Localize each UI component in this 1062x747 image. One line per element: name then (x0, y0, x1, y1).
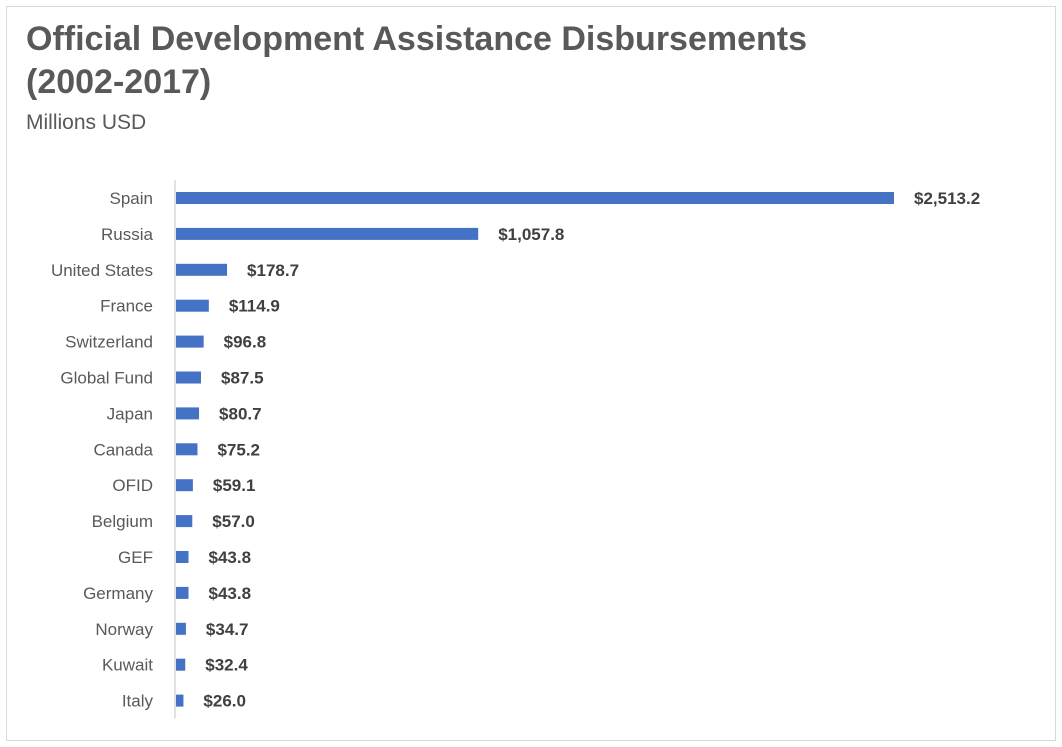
category-label: Italy (122, 692, 154, 711)
bar (176, 479, 193, 492)
chart-subtitle: Millions USD (26, 111, 147, 134)
bar (176, 586, 189, 599)
bar (176, 407, 200, 420)
data-label: $34.7 (206, 620, 249, 639)
category-label: Norway (95, 620, 153, 639)
bar (176, 551, 189, 563)
data-label: $75.2 (217, 440, 260, 459)
category-label: Germany (83, 584, 153, 603)
bar (176, 371, 201, 384)
data-label: $2,513.2 (914, 189, 980, 208)
category-label: United States (51, 261, 153, 280)
data-label: $59.1 (213, 476, 256, 495)
data-label: $87.5 (221, 369, 264, 388)
bar (176, 515, 193, 528)
category-label: Spain (110, 189, 153, 208)
data-label: $96.8 (224, 333, 267, 352)
bar (176, 227, 479, 240)
data-label: $114.9 (229, 297, 280, 316)
data-label: $26.0 (203, 692, 246, 711)
category-label: Russia (101, 225, 154, 244)
category-label: Kuwait (102, 656, 153, 675)
data-label: $43.8 (209, 548, 252, 567)
data-label: $32.4 (205, 656, 248, 675)
bars-layer: Spain $2,513.2 Russia $1,057.8 United States… (51, 189, 980, 711)
category-label: Global Fund (60, 369, 153, 388)
bar (176, 694, 184, 707)
data-label: $57.0 (212, 512, 255, 531)
data-label: $178.7 (247, 261, 299, 280)
bar (176, 622, 186, 635)
data-label: $80.7 (219, 404, 262, 423)
bar (176, 443, 198, 456)
data-label: $43.8 (209, 584, 252, 603)
category-label: GEF (118, 548, 153, 567)
category-label: Japan (107, 404, 153, 423)
category-label: Belgium (92, 512, 153, 531)
bar (176, 299, 209, 312)
bar (176, 192, 894, 204)
category-label: France (100, 297, 153, 316)
chart-title: Official Development Assistance Disburse… (26, 20, 808, 101)
bar (176, 658, 186, 671)
category-label: Canada (93, 440, 153, 459)
category-label: OFID (112, 476, 153, 495)
bar (176, 335, 204, 348)
bar (176, 263, 228, 276)
category-label: Switzerland (65, 333, 153, 352)
data-label: $1,057.8 (498, 225, 564, 244)
